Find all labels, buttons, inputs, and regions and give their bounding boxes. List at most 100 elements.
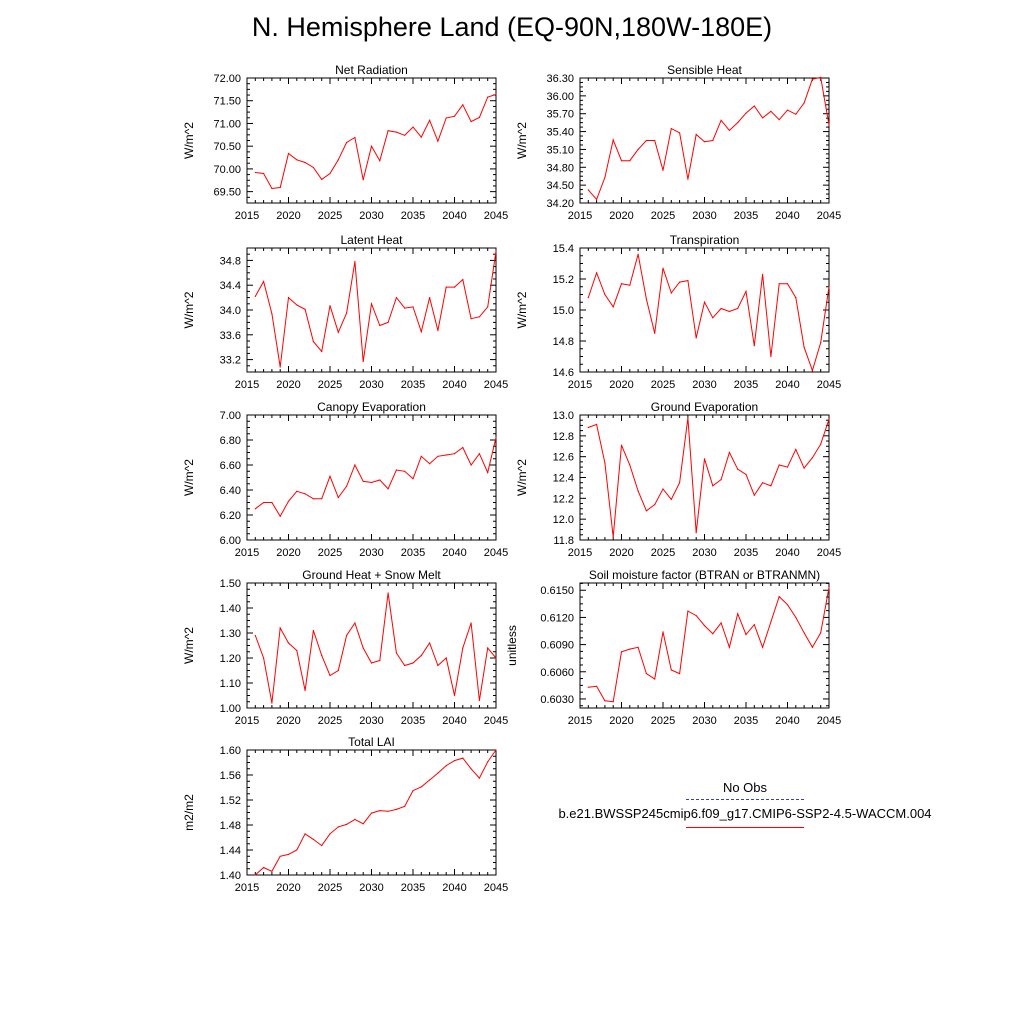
data-point [629,648,631,650]
y-tick-label: 71.50 [213,96,241,108]
data-point [329,172,331,175]
data-point [346,823,348,826]
y-axis-label: W/m^2 [182,627,196,664]
x-tick-label: 2025 [318,882,342,894]
data-point [712,139,714,142]
data-point [811,78,814,80]
x-tick-label: 2020 [276,547,300,559]
data-point [753,345,755,347]
data-point [487,96,489,98]
data-point [587,426,589,429]
data-point [786,466,789,468]
panel-ground-evaporation: Ground Evaporation 2015 2020 2025 2030 2035 20… [515,400,841,559]
legend-model-label: b.e21.BWSSP245cmip6.f09_g17.CMIP6-SSP2-4… [558,806,932,821]
data-point [487,306,489,308]
data-point [370,145,373,147]
data-point [737,613,739,615]
data-point [737,307,739,310]
panel-title: Net Radiation [335,63,408,77]
data-point [304,493,306,495]
plot-frame [579,77,830,204]
data-point [778,119,780,121]
data-point [820,342,822,344]
data-point [762,646,764,648]
data-point [453,115,456,117]
plot-frame [246,414,497,541]
legend-obs-line [686,799,804,800]
panel-title: Total LAI [348,735,395,749]
y-tick-label: 0.6150 [540,585,574,597]
data-point [271,313,273,315]
data-point [395,297,397,299]
x-tick-label: 2035 [401,379,425,391]
data-point [445,286,447,288]
y-tick-label: 6.40 [220,485,241,497]
x-tick-label: 2030 [359,210,383,222]
data-point [379,160,381,162]
data-point [612,536,614,538]
x-tick-label: 2040 [442,715,466,727]
data-point [712,633,714,635]
data-point [271,870,273,872]
x-tick-label: 2015 [568,547,592,559]
data-point [254,171,256,174]
y-tick-label: 1.60 [220,745,241,757]
data-point [412,306,414,308]
x-tick-label: 2025 [318,210,342,222]
y-tick-label: 71.00 [213,118,241,130]
panel-title: Sensible Heat [667,63,742,77]
series-line [588,587,830,703]
data-point [453,286,456,288]
data-point [495,250,497,252]
data-point [654,139,656,142]
data-point [737,122,739,124]
data-point [478,453,480,455]
x-tick-label: 2040 [775,210,799,222]
x-tick-label: 2025 [318,715,342,727]
data-point [478,777,480,779]
x-tick-label: 2030 [692,210,716,222]
data-point [778,464,780,466]
x-tick-label: 2020 [276,379,300,391]
x-tick-label: 2045 [817,715,841,727]
data-point [354,261,356,263]
data-point [346,141,348,144]
data-point [720,119,722,121]
data-point [470,464,472,466]
data-point [828,286,830,288]
data-point [778,596,780,598]
data-point [728,451,731,454]
data-point [662,267,664,269]
y-tick-label: 0.6120 [540,612,574,624]
data-point [354,818,356,821]
panel-total-lai: Total LAI 2015 2020 2025 2030 2035 2040 2045 1.4… [182,735,508,894]
data-point [604,700,606,702]
data-point [803,632,805,634]
series-line [254,251,497,368]
data-point [604,293,606,296]
data-point [379,324,381,327]
data-point [770,485,772,487]
data-point [412,662,414,664]
data-point [687,178,689,180]
y-tick-label: 70.50 [213,141,241,153]
x-tick-label: 2020 [609,210,633,222]
y-tick-label: 12.0 [553,514,574,526]
x-tick-label: 2030 [692,547,716,559]
y-axis-label: W/m^2 [515,122,529,159]
x-tick-label: 2025 [318,379,342,391]
data-point [770,110,772,112]
data-point [795,113,797,115]
data-point [811,646,814,648]
data-point [263,280,265,283]
x-tick-label: 2035 [401,882,425,894]
data-point [803,467,805,469]
data-point [287,152,290,155]
data-point [762,273,764,275]
data-point [420,786,422,788]
x-tick-label: 2035 [734,715,758,727]
data-point [587,686,589,688]
data-point [387,592,389,594]
data-point [662,631,664,633]
data-point [654,504,656,506]
